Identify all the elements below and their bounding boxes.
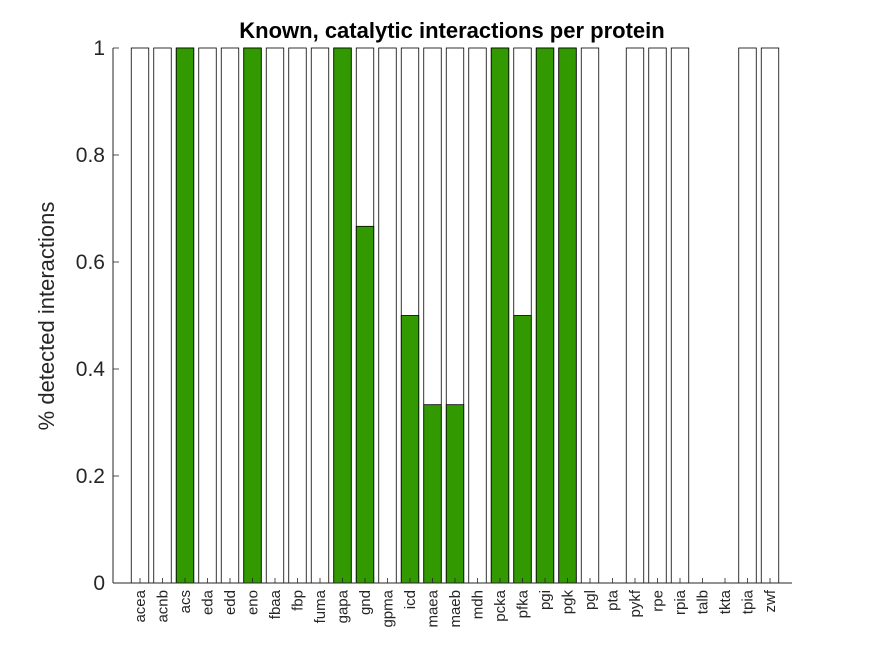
- bar-detected-pcka: [490, 47, 510, 584]
- chart-title: Known, catalytic interactions per protei…: [239, 18, 664, 43]
- x-tick-label: fbp: [290, 590, 307, 611]
- bar-detected-icd: [400, 315, 420, 584]
- x-tick-label: pta: [605, 589, 622, 611]
- x-tick-label: rpe: [650, 590, 667, 612]
- bar-total-pgl: [580, 47, 600, 584]
- x-axis-ticks: acea acnb acs eda edd eno fbaa fbp fuma gapa gnd gp…: [132, 578, 779, 628]
- bar-total-mdh: [468, 47, 487, 584]
- bar-total-pykf: [625, 47, 645, 584]
- x-tick-label: icd: [402, 590, 419, 609]
- x-tick-label: zwf: [762, 589, 779, 612]
- x-tick-label: gnd: [357, 590, 374, 615]
- bar-total-acea: [130, 47, 150, 584]
- x-tick-label: pgi: [537, 590, 554, 610]
- x-tick-label: tkta: [717, 589, 734, 614]
- x-tick-label: talb: [695, 590, 712, 614]
- bar-total-zwf: [760, 47, 780, 584]
- y-tick-label: 0.8: [76, 144, 105, 167]
- bar-detected-gnd: [355, 225, 375, 584]
- x-tick-label: pykf: [627, 589, 644, 617]
- y-axis-label: % detected interactions: [34, 202, 59, 431]
- bar-total-fuma: [310, 47, 330, 584]
- x-tick-label: mdh: [470, 590, 487, 619]
- x-tick-label: eda: [200, 589, 217, 615]
- x-tick-label: acnb: [155, 590, 172, 623]
- x-tick-label: acea: [132, 589, 149, 622]
- y-tick-label: 0.6: [76, 251, 105, 274]
- x-tick-label: edd: [222, 590, 239, 615]
- x-tick-label: pcka: [492, 589, 509, 621]
- x-tick-label: gpma: [380, 589, 397, 627]
- x-tick-label: pgk: [560, 590, 577, 615]
- y-tick-label: 1: [93, 37, 105, 60]
- y-tick-label: 0.2: [76, 465, 105, 488]
- bar-total-tpia: [738, 47, 757, 584]
- bar-detected-pgk: [558, 47, 577, 584]
- bar-detected-pgi: [535, 47, 555, 584]
- bar-detected-pfka: [513, 315, 532, 584]
- bar-total-rpe: [648, 47, 667, 584]
- y-tick-label: 0.4: [76, 358, 106, 381]
- bar-detected-eno: [243, 47, 262, 584]
- bar-total-eda: [198, 47, 217, 584]
- x-tick-label: acs: [177, 590, 194, 613]
- x-tick-label: rpia: [672, 589, 689, 615]
- bar-detected-acs: [175, 47, 195, 584]
- detected-bars: [175, 47, 577, 584]
- x-tick-label: tpia: [740, 589, 757, 614]
- x-tick-label: maeb: [447, 590, 464, 628]
- bar-total-acnb: [153, 47, 172, 584]
- bar-total-gpma: [378, 47, 397, 584]
- x-tick-label: pgl: [582, 590, 599, 610]
- x-tick-label: pfka: [515, 589, 532, 618]
- bar-total-edd: [220, 47, 240, 584]
- bar-total-fbaa: [265, 47, 285, 584]
- y-tick-label: 0: [93, 572, 105, 595]
- x-tick-label: gapa: [335, 589, 352, 623]
- x-tick-label: fuma: [312, 589, 329, 623]
- x-tick-label: maea: [425, 589, 442, 627]
- axes: [112, 48, 792, 584]
- x-tick-label: fbaa: [267, 589, 284, 619]
- bar-detected-maea: [423, 404, 442, 584]
- y-axis-ticks: 0 0.2 0.4 0.6 0.8 1: [76, 37, 119, 595]
- x-tick-label: eno: [245, 590, 262, 615]
- bar-detected-gapa: [333, 47, 352, 584]
- total-bars: [130, 47, 780, 584]
- bar-detected-maeb: [445, 404, 465, 584]
- bar-total-rpia: [670, 47, 690, 584]
- bar-total-fbp: [288, 47, 307, 584]
